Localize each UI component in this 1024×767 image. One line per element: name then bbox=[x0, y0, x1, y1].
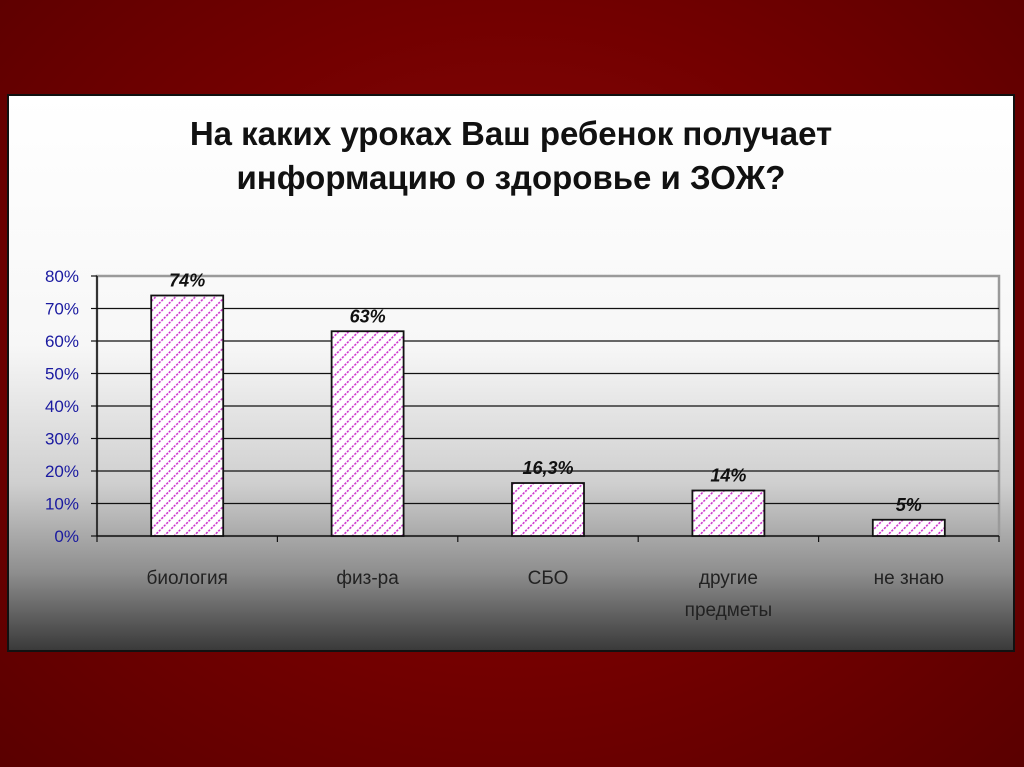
data-label: 5% bbox=[896, 495, 922, 515]
y-tick-label: 70% bbox=[45, 300, 79, 319]
bar bbox=[330, 330, 405, 537]
category-label: СБО bbox=[528, 568, 569, 589]
bar-chart: 0% 10% 20% 30% 40% 50% 60% 70% 80% 74% биология 63%… bbox=[45, 267, 1001, 621]
y-tick-label: 60% bbox=[45, 332, 79, 351]
chart-panel: На каких уроках Ваш ребенок получает инф… bbox=[7, 94, 1015, 652]
category-label: биология bbox=[147, 568, 228, 589]
bar bbox=[871, 518, 946, 537]
chart-title-line-2: информацию о здоровье и ЗОЖ? bbox=[236, 159, 786, 196]
y-tick-label: 30% bbox=[45, 430, 79, 449]
chart-title-line-1: На каких уроках Ваш ребенок получает bbox=[189, 115, 833, 152]
y-tick-label: 10% bbox=[45, 495, 79, 514]
data-label: 63% bbox=[350, 306, 386, 326]
y-tick-label: 40% bbox=[45, 397, 79, 416]
y-tick-label: 0% bbox=[54, 527, 79, 546]
data-label: 74% bbox=[169, 271, 205, 291]
chart-title: На каких уроках Ваш ребенок получает инф… bbox=[9, 112, 1013, 200]
bar bbox=[511, 482, 585, 537]
data-label: 16,3% bbox=[522, 458, 573, 478]
bar bbox=[150, 294, 225, 537]
category-label: другие bbox=[699, 568, 758, 589]
category-label: не знаю bbox=[874, 568, 944, 589]
y-tick-label: 50% bbox=[45, 365, 79, 384]
y-tick-label: 80% bbox=[45, 267, 79, 286]
category-label: физ-ра bbox=[336, 568, 399, 589]
data-label: 14% bbox=[710, 466, 746, 486]
bar bbox=[691, 489, 766, 537]
plot-area: 0% 10% 20% 30% 40% 50% 60% 70% 80% 74% биология 63%… bbox=[45, 267, 1001, 621]
y-tick-label: 20% bbox=[45, 462, 79, 481]
category-label: предметы bbox=[685, 600, 772, 621]
